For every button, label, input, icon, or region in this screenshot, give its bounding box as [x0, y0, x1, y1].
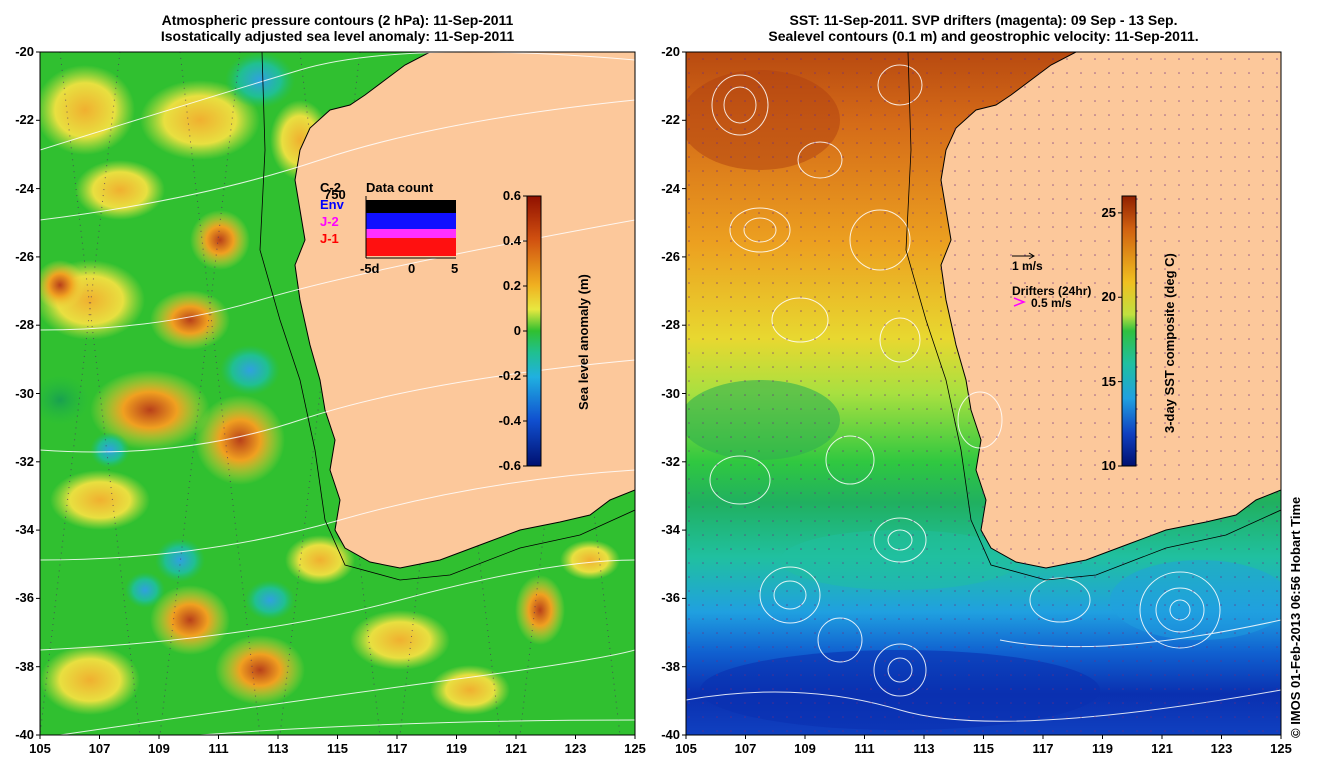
colorbar-tick-label: -0.6 [498, 458, 521, 473]
credit-text: © IMOS 01-Feb-2013 06:56 Hobart Time [1288, 496, 1303, 738]
latitude-tick-label: -32 [15, 453, 34, 469]
latitude-tick-label: -40 [15, 727, 34, 742]
colorbar-tick-label: 25 [1101, 204, 1116, 220]
colorbar-tick-label: 0.2 [502, 278, 521, 293]
longitude-tick-label: 113 [267, 741, 289, 756]
mission-env: Env [320, 197, 344, 212]
longitude-tick-label: 117 [1032, 741, 1054, 756]
longitude-tick-label: 119 [446, 741, 467, 756]
velocity-scale-label: 1 m/s [1012, 259, 1043, 273]
right-title-line1: SST: 11-Sep-2011. SVP drifters (magenta)… [789, 12, 1178, 28]
latitude-tick-label: -28 [15, 317, 34, 333]
longitude-tick-label: 125 [624, 741, 646, 756]
colorbar-tick-label: -0.4 [498, 413, 521, 428]
isobath-line-right [905, 52, 1281, 581]
mission-j1: J-1 [320, 231, 339, 246]
left-title-line2: Isostatically adjusted sea level anomaly… [160, 28, 515, 44]
longitude-tick-label: 111 [854, 741, 875, 756]
australia-land-left [294, 52, 635, 569]
isobath-line [259, 52, 635, 581]
longitude-tick-label: 119 [1092, 741, 1113, 756]
data-count-env-bars [366, 212, 456, 229]
colorbar-tick-label: -0.2 [498, 368, 521, 383]
latitude-tick-label: -20 [15, 44, 34, 59]
data-count-j1-bars [366, 236, 456, 256]
sla-colorbar-label: Sea level anomaly (m) [576, 274, 591, 410]
latitude-tick-label: -36 [661, 590, 680, 606]
left-panel-title: Atmospheric pressure contours (2 hPa): 1… [40, 12, 635, 44]
longitude-tick-label: 111 [208, 741, 229, 756]
sla-colorbar [526, 195, 542, 467]
latitude-tick-label: -26 [661, 248, 680, 264]
latitude-tick-label: -24 [661, 180, 680, 196]
longitude-tick-label: 105 [29, 741, 51, 756]
longitude-tick-label: 109 [148, 741, 170, 756]
longitude-tick-label: 115 [327, 741, 348, 756]
left-title-line1: Atmospheric pressure contours (2 hPa): 1… [161, 12, 514, 28]
latitude-tick-label: -32 [661, 453, 680, 469]
data-count-title: Data count [366, 180, 434, 195]
data-count-tick-top: 750 [324, 187, 346, 202]
mission-c2: C-2 [320, 180, 341, 195]
longitude-tick-label: 107 [734, 741, 757, 756]
right-map [686, 52, 1281, 735]
latitude-tick-label: -38 [661, 658, 680, 674]
colorbar-tick-label: 0.6 [502, 188, 521, 203]
latitude-tick-label: -38 [15, 658, 34, 674]
latitude-tick-label: -30 [15, 385, 34, 401]
latitude-tick-label: -20 [661, 44, 680, 59]
colorbar-tick-label: 0 [513, 323, 521, 338]
data-count-xtick-mid: 0 [408, 261, 416, 276]
longitude-tick-label: 105 [675, 741, 697, 756]
latitude-tick-label: -26 [15, 248, 34, 264]
colorbar-tick-label: 20 [1101, 289, 1116, 305]
longitude-tick-label: 117 [386, 741, 408, 756]
sla-anomaly-field [40, 52, 620, 715]
mission-j2: J-2 [320, 214, 339, 229]
data-count-xtick-end: 5 [451, 261, 459, 276]
data-count-j2-bars [366, 228, 456, 238]
left-map [40, 52, 635, 735]
longitude-tick-label: 123 [1210, 741, 1233, 756]
pressure-contours [40, 52, 635, 735]
right-title-line2: Sealevel contours (0.1 m) and geostrophi… [768, 28, 1199, 44]
latitude-tick-label: -34 [15, 522, 34, 538]
latitude-tick-label: -30 [661, 385, 680, 401]
axis-ticks [36, 51, 1282, 739]
sst-colorbar-label: 3-day SST composite (deg C) [1162, 253, 1177, 433]
drifter-legend-title: Drifters (24hr) [1012, 284, 1092, 298]
longitude-tick-label: 121 [505, 741, 527, 756]
latitude-tick-label: -22 [15, 112, 34, 128]
latitude-tick-label: -28 [661, 317, 680, 333]
longitude-tick-label: 113 [913, 741, 935, 756]
drifter-legend-marker [1013, 297, 1027, 307]
sst-colorbar [1121, 195, 1137, 467]
colorbar-tick-label: 10 [1101, 458, 1116, 473]
right-panel-title: SST: 11-Sep-2011. SVP drifters (magenta)… [686, 12, 1281, 44]
data-count-xtick-start: -5d [360, 261, 380, 276]
latitude-tick-label: -22 [661, 112, 680, 128]
data-count-inset [365, 196, 456, 259]
latitude-tick-label: -36 [15, 590, 34, 606]
longitude-tick-label: 123 [564, 741, 587, 756]
geostrophic-velocity-arrows [686, 52, 1281, 735]
latitude-tick-label: -40 [661, 727, 680, 742]
latitude-tick-label: -24 [15, 180, 34, 196]
longitude-tick-label: 107 [88, 741, 111, 756]
colorbar-tick-label: 0.4 [502, 233, 521, 248]
longitude-tick-label: 109 [794, 741, 816, 756]
longitude-tick-label: 115 [973, 741, 994, 756]
drifter-legend-value: 0.5 m/s [1031, 296, 1072, 310]
colorbar-tick-label: 15 [1101, 373, 1116, 389]
velocity-scale-arrow [1012, 252, 1035, 260]
longitude-tick-label: 125 [1270, 741, 1292, 756]
latitude-tick-label: -34 [661, 522, 680, 538]
data-count-c2-bars [366, 200, 456, 213]
longitude-tick-label: 121 [1151, 741, 1173, 756]
